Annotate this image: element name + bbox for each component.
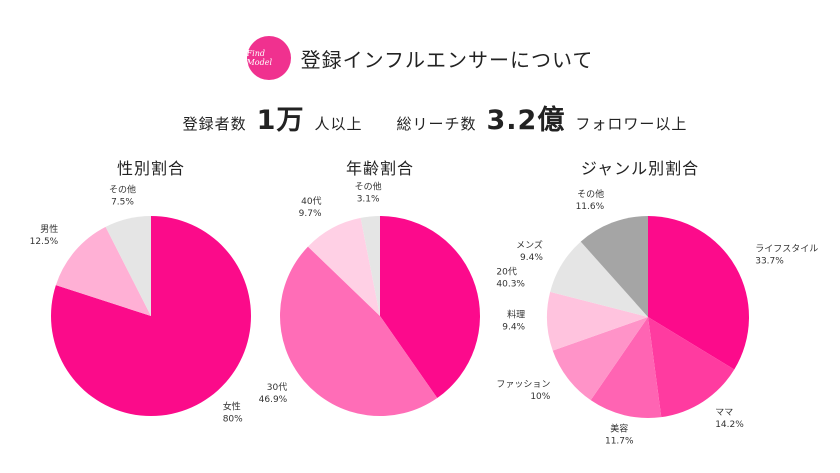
label-name: 40代 [301,196,321,207]
slice-label: その他 3.1% [355,181,382,205]
chart-title: ジャンル別割合 [581,159,699,178]
stat-text: 総リーチ数 [396,115,477,133]
label-name: 女性 [223,401,241,413]
label-name: 美容 [610,423,628,435]
stats: 登録者数 1万 人以上 総リーチ数 3.2億 フォロワー以上 [15,98,840,137]
slice-label: 20代 40.3% [496,266,525,289]
slice-label: メンズ 9.4% [516,239,543,263]
pie-slice [590,317,662,418]
label-name: 30代 [267,382,287,393]
slice-label: 30代 46.9% [259,382,288,405]
label-name: その他 [109,183,136,195]
label-value: 11.7% [605,437,634,447]
slice-label: 料理 9.4% [502,308,525,332]
pie-slice [547,291,648,351]
page-title: 登録インフルエンサーについて [300,47,594,72]
slice-label: ママ 14.2% [715,408,744,430]
pie-slice [552,317,648,401]
label-value: 3.1% [357,195,380,205]
label-value: 7.5% [111,197,134,207]
label-name: ファッション [496,380,550,390]
pie-slice [648,216,749,370]
pie-slice [580,216,648,317]
stat-text: 人以上 [314,115,363,133]
slice-label: 美容 11.7% [605,423,634,447]
pie-slice [550,241,648,317]
slice-label: ファッション 10% [496,380,550,402]
label-name: 20代 [496,266,516,277]
label-value: 14.2% [715,420,744,430]
label-value: 40.3% [496,279,525,289]
slice-label: その他 11.6% [576,188,605,212]
label-value: 80% [223,415,243,425]
pie-slice [307,217,380,316]
chart-title: 年齢割合 [346,159,414,178]
slice-label: 40代 9.7% [299,196,322,219]
label-value: 9.4% [502,322,525,332]
pie-slice [380,216,480,398]
label-value: 12.5% [30,237,59,247]
pie-slice [105,216,151,316]
label-value: 10% [530,392,550,402]
stat-text: フォロワー以上 [575,115,688,133]
slice-label: その他 7.5% [109,183,136,207]
label-value: 9.7% [299,209,322,219]
label-name: 料理 [507,308,525,320]
label-name: その他 [577,188,604,200]
pie-slice [279,246,438,417]
stat-number: 1万 [256,105,305,136]
pie-slice [55,226,151,316]
pie-slice [648,317,735,418]
slice-label: 男性 12.5% [30,223,59,247]
pie-slice [360,216,380,316]
slice-label: ライフスタイル 33.7% [755,244,818,267]
label-name: メンズ [516,239,543,251]
label-value: 33.7% [755,257,784,267]
label-name: その他 [355,181,382,193]
chart-title: 性別割合 [117,159,185,178]
label-value: 11.6% [576,202,605,212]
stat-text: 登録者数 [182,115,247,133]
logo: Find Model [246,36,291,80]
label-value: 9.4% [520,253,543,263]
label-name: ママ [715,408,733,418]
label-name: 男性 [40,223,58,235]
label-name: ライフスタイル [755,244,818,255]
header: Find Model 登録インフルエンサーについて [0,36,840,80]
slice-label: 女性 80% [223,401,243,425]
stat-number: 3.2億 [486,105,566,136]
label-value: 46.9% [259,395,288,405]
